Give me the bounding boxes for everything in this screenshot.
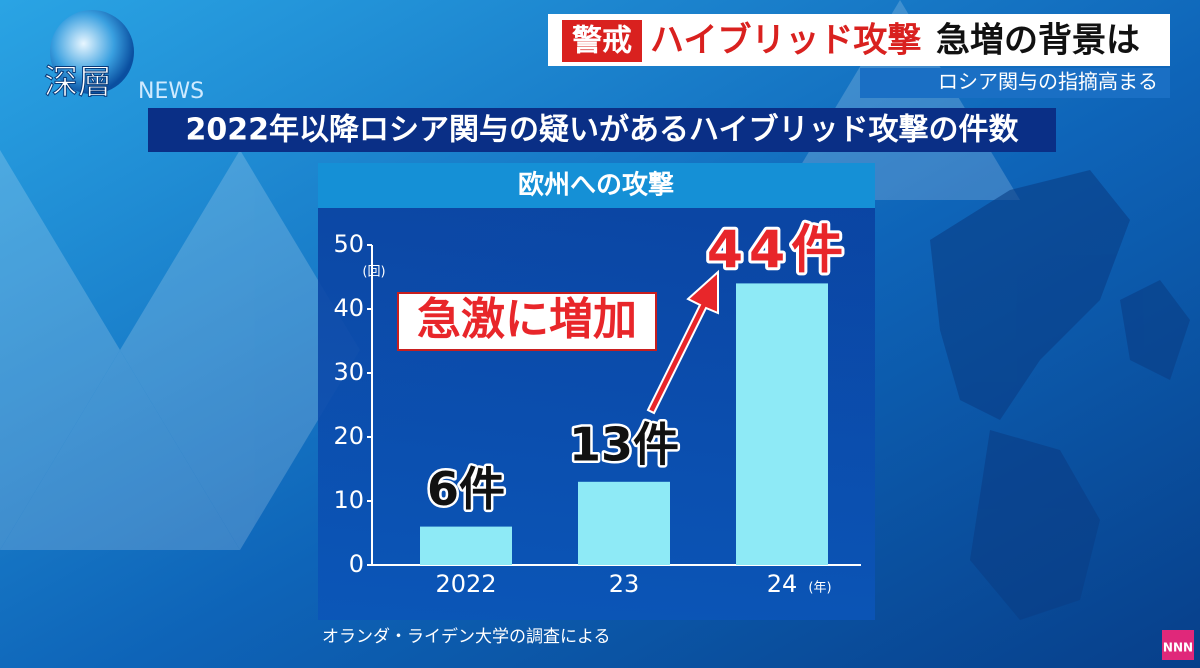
bar <box>578 481 670 565</box>
triangle-pattern <box>0 0 1020 550</box>
logo-globe <box>50 10 134 94</box>
annotation: 急激に増加 <box>417 294 637 345</box>
y-tick-label: 50 <box>333 230 364 258</box>
source-note: オランダ・ライデン大学の調査による <box>322 626 611 647</box>
y-tick-label: 0 <box>349 550 364 578</box>
logo-title: 深層 <box>44 63 112 103</box>
y-unit: (回) <box>362 265 385 280</box>
y-tick-label: 30 <box>333 358 364 386</box>
subheadline-bar <box>860 68 1170 98</box>
value-label: 13件 <box>569 417 679 471</box>
headline-bar <box>548 14 1170 66</box>
panel-title: 欧州への攻撃 <box>518 170 674 201</box>
value-label: 44件 <box>707 220 849 280</box>
bar <box>420 526 512 565</box>
y-tick-label: 20 <box>333 422 364 450</box>
corner-logo: NNN <box>1163 641 1193 655</box>
annotation-arrow <box>646 269 719 415</box>
chart-title: 2022年以降ロシア関与の疑いがあるハイブリッド攻撃の件数 <box>186 113 1020 148</box>
y-tick-label: 10 <box>333 486 364 514</box>
x-unit: (年) <box>808 581 831 596</box>
annotation-box <box>397 292 657 351</box>
bar <box>736 283 828 565</box>
logo-suffix: NEWS <box>138 79 204 104</box>
subheadline: ロシア関与の指摘高まる <box>938 70 1158 94</box>
headline-rest: 急増の背景は <box>936 21 1140 61</box>
y-tick-label: 40 <box>333 294 364 322</box>
headline-tag: 警戒 <box>572 24 632 59</box>
x-tick-label: 2022 <box>435 570 496 598</box>
x-tick-label: 23 <box>609 570 640 598</box>
headline-topic: ハイブリッド攻撃 <box>650 21 921 61</box>
value-label: 6件 <box>427 462 505 516</box>
chart-title-bar <box>148 108 1056 152</box>
panel-title-bar <box>318 163 875 208</box>
x-tick-label: 24 <box>767 570 798 598</box>
headline-tag-box <box>562 20 642 62</box>
corner-logo-box <box>1162 630 1194 660</box>
map-shape <box>930 170 1190 620</box>
